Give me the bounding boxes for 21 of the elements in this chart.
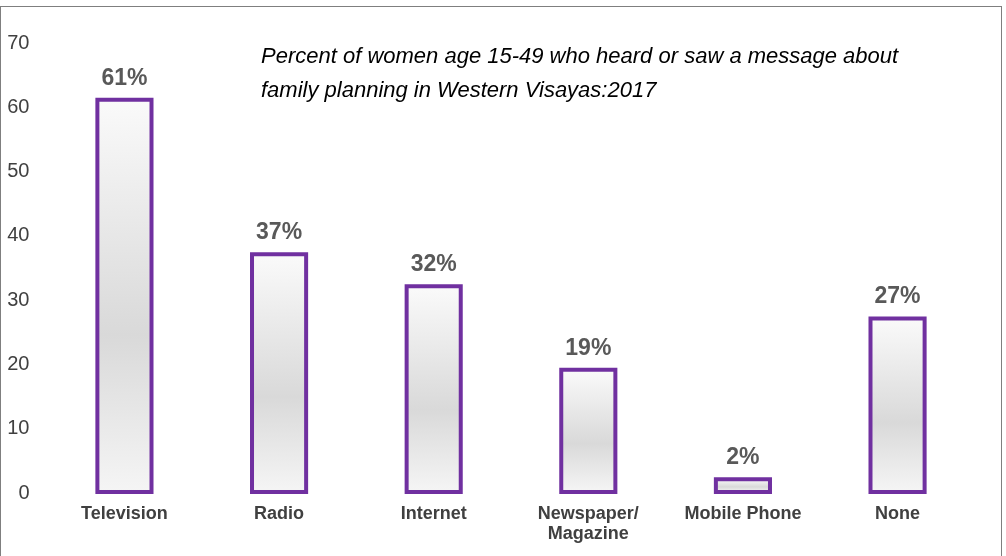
data-label: 2%: [726, 443, 760, 470]
x-tick-label: Mobile Phone: [684, 502, 802, 523]
data-label: 37%: [256, 218, 303, 245]
data-label: 27%: [874, 282, 921, 309]
y-tick-label: 40: [7, 223, 30, 246]
y-tick-label: 50: [7, 159, 30, 182]
x-tick-label: Newspaper/Magazine: [537, 502, 639, 543]
data-label: 19%: [565, 333, 612, 360]
data-label: 32%: [410, 250, 457, 277]
text: Percent of women age 15-49 who heard or saw a message about family planning in Western Visayas:2017: [261, 43, 900, 102]
y-tick-label: 20: [7, 351, 30, 374]
x-tick-label: Internet: [400, 502, 467, 523]
y-tick-label: 30: [7, 287, 30, 310]
y-tick-label: 0: [18, 480, 30, 503]
y-tick-label: 60: [7, 94, 30, 117]
data-label: 61%: [101, 63, 148, 90]
x-tick-label: Radio: [254, 502, 305, 523]
y-tick-label: 70: [7, 30, 30, 53]
x-tick-label: Television: [81, 502, 168, 523]
y-tick-label: 10: [7, 416, 30, 439]
x-tick-label: None: [875, 502, 921, 523]
